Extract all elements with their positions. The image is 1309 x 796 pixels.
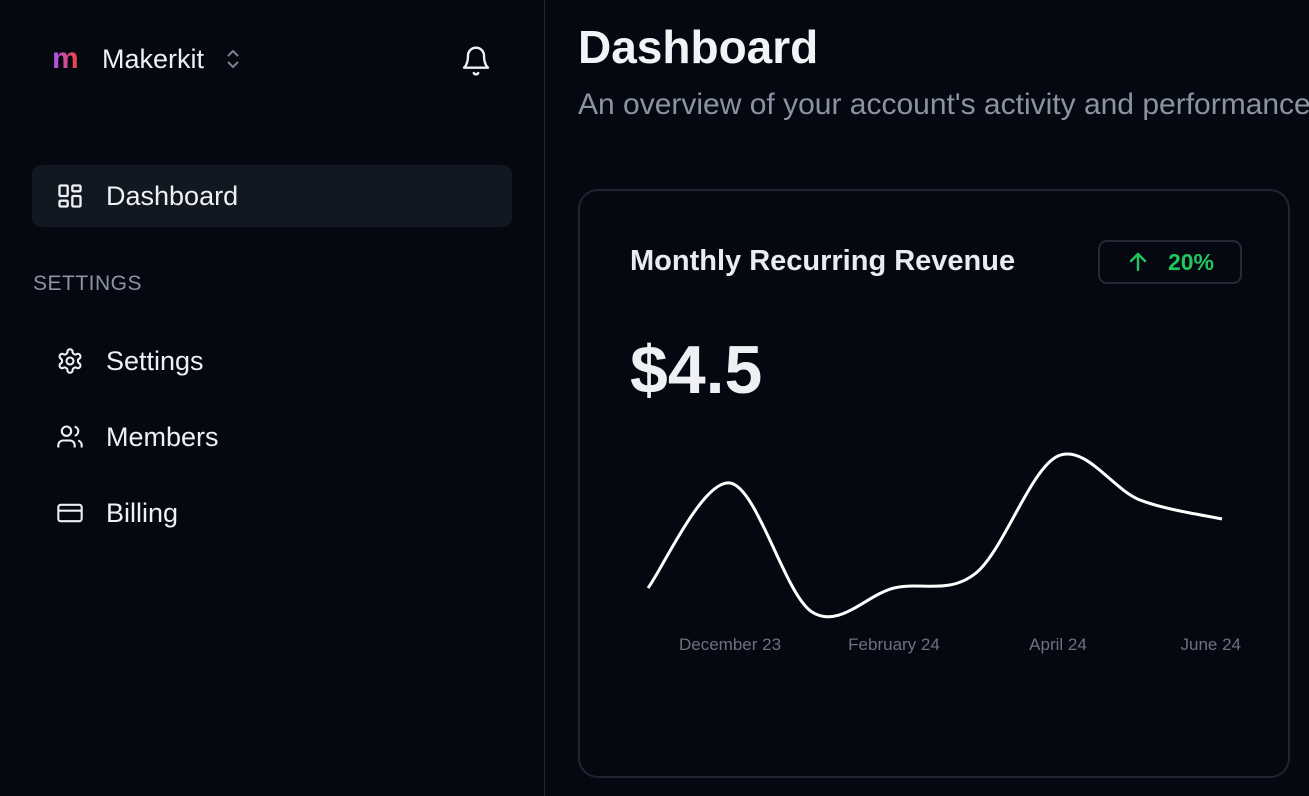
sidebar-item-billing[interactable]: Billing [32,482,512,544]
arrow-up-icon [1129,252,1147,272]
sidebar-item-settings[interactable]: Settings [32,330,512,392]
users-icon [57,425,83,448]
x-tick-label: December 23 [679,635,781,654]
page-title: Dashboard [578,21,819,73]
layout-grid-icon [58,184,82,208]
makerkit-logo: m [52,42,102,76]
settings-section-label: SETTINGS [33,272,143,295]
x-tick-label: June 24 [1181,635,1242,654]
sidebar-item-dashboard[interactable]: Dashboard [32,165,512,227]
trend-badge: 20% [1098,240,1242,284]
notifications-bell-icon[interactable] [460,44,492,83]
sidebar-item-label: Dashboard [106,180,239,211]
gear-icon [58,348,82,374]
mrr-card: Monthly Recurring Revenue 20% $4.5 [578,189,1290,778]
mrr-value: $4.5 [630,332,763,408]
x-tick-label: February 24 [848,635,940,654]
trend-value: 20% [1167,248,1215,275]
credit-card-icon [57,503,83,523]
sidebar-item-label: Billing [106,497,179,528]
account-switcher[interactable]: m Makerkit [52,42,240,76]
mrr-series-line [646,452,1223,619]
sidebar-item-label: Settings [106,345,204,376]
chevrons-up-down-icon [226,47,240,71]
sidebar: m Makerkit Dashboard SETTINGS Settings M… [0,0,545,796]
account-name: Makerkit [102,43,205,74]
page-subtitle: An overview of your account's activity a… [578,88,1309,121]
sidebar-item-members[interactable]: Members [32,406,512,468]
x-tick-label: April 24 [1029,635,1087,654]
sidebar-item-label: Members [106,421,219,452]
card-title: Monthly Recurring Revenue [630,245,1016,277]
